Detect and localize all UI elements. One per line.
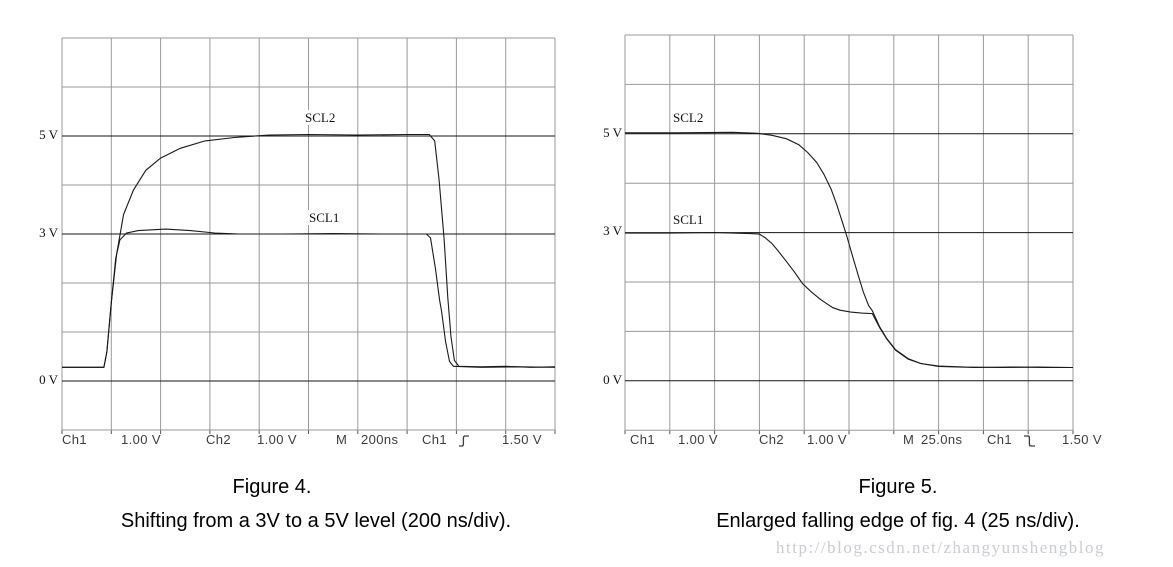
- figure-5-oscilloscope-plot: [624, 34, 1074, 435]
- falling-edge-trigger-icon: [1024, 435, 1035, 447]
- rising-edge-trigger-icon: [459, 435, 469, 447]
- fig4-readout-trig-ch: Ch1: [422, 432, 448, 447]
- trace-scl1: [62, 228, 556, 368]
- fig5-trace-label-scl2: SCL2: [672, 110, 705, 125]
- fig5-trace-label-scl1: SCL1: [672, 212, 705, 227]
- fig5-readout-trig-level: 1.50 V: [1062, 432, 1102, 447]
- fig5-readout-ch1: Ch1: [630, 432, 656, 447]
- trace-scl1: [625, 232, 1073, 369]
- fig4-trace-label-scl2: SCL2: [304, 110, 337, 125]
- fig4-ylabel-3v: 3 V: [39, 225, 58, 240]
- trace-scl2: [62, 133, 556, 368]
- fig4-ylabel-0v: 0 V: [39, 372, 58, 387]
- fig4-readout-ch2: Ch2: [206, 432, 232, 447]
- fig5-caption-subtitle: Enlarged falling edge of fig. 4 (25 ns/d…: [716, 510, 1080, 532]
- fig4-ylabel-5v: 5 V: [39, 127, 58, 142]
- fig4-readout-trig-level: 1.50 V: [502, 432, 542, 447]
- fig5-readout-ch1-scale: 1.00 V: [678, 432, 718, 447]
- fig4-readout-ch1: Ch1: [62, 432, 88, 447]
- fig4-readout-timebase: 200ns: [361, 432, 399, 447]
- fig4-caption-subtitle: Shifting from a 3V to a 5V level (200 ns…: [120, 510, 512, 532]
- fig5-ylabel-0v: 0 V: [603, 372, 622, 387]
- fig5-readout-trig-ch: Ch1: [987, 432, 1013, 447]
- fig4-trace-label-scl1: SCL1: [308, 210, 341, 225]
- fig4-readout-m: M: [336, 432, 348, 447]
- fig5-readout-m: M: [903, 432, 915, 447]
- fig5-ylabel-5v: 5 V: [603, 125, 622, 140]
- fig5-ylabel-3v: 3 V: [603, 223, 622, 238]
- fig5-readout-timebase: 25.0ns: [921, 432, 963, 447]
- fig4-readout-ch1-scale: 1.00 V: [121, 432, 161, 447]
- fig5-readout-ch2: Ch2: [759, 432, 785, 447]
- figure-4-oscilloscope-plot: [61, 37, 556, 434]
- fig4-readout-ch2-scale: 1.00 V: [257, 432, 297, 447]
- figure-4-panel: 5 V 3 V 0 V SCL2 SCL1 Ch1 1.00 V Ch2 1.0…: [39, 37, 556, 532]
- fig5-readout-ch2-scale: 1.00 V: [807, 432, 847, 447]
- fig4-caption-title: Figure 4.: [232, 476, 312, 498]
- fig5-caption-title: Figure 5.: [858, 476, 938, 498]
- watermark-url: http://blog.csdn.net/zhangyunshengblog: [776, 538, 1105, 557]
